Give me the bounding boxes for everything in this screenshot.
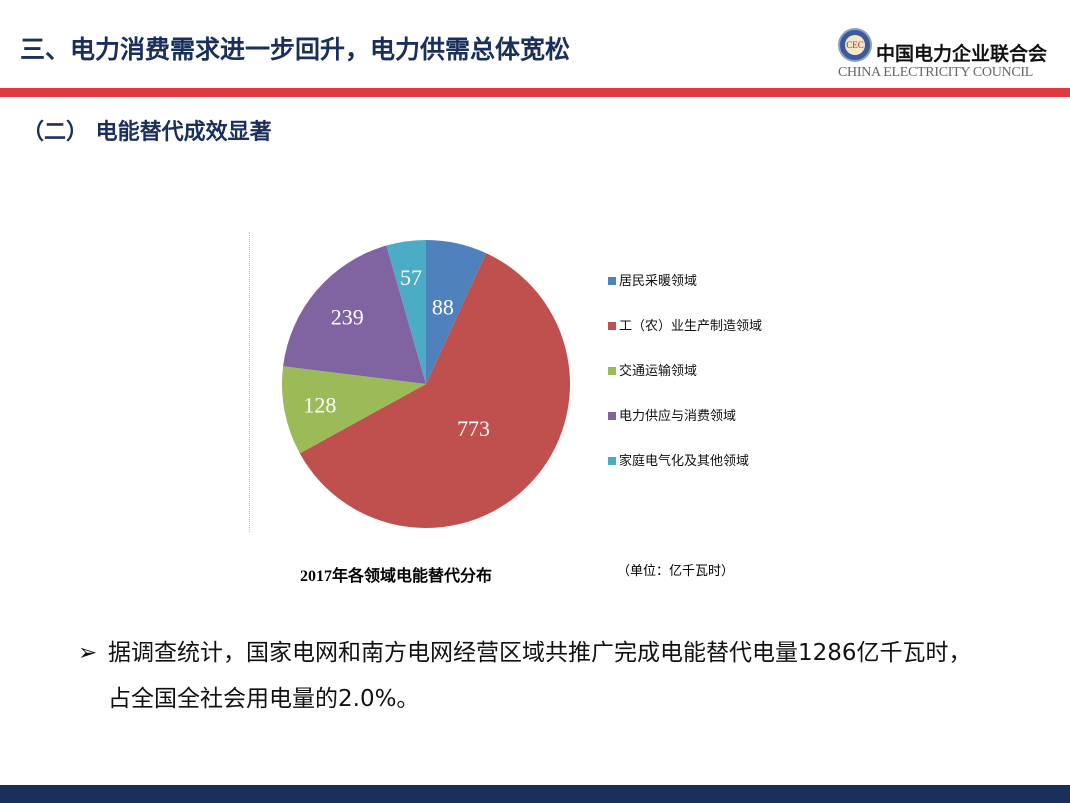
chart-title: 2017年各领域电能替代分布 [300, 568, 493, 585]
chart-border [249, 232, 252, 532]
page-title: 三、电力消费需求进一步回升，电力供需总体宽松 [20, 35, 571, 64]
slice-label: 57 [400, 265, 422, 290]
legend-swatch [608, 322, 616, 330]
legend-label: 工（农）业生产制造领域 [619, 319, 763, 334]
legend-label: 居民采暖领域 [619, 274, 698, 289]
slice-label: 773 [457, 416, 490, 441]
logo-cn: 中国电力企业联合会 [876, 43, 1048, 65]
legend-swatch [608, 367, 616, 375]
legend-item: 电力供应与消费领域 [608, 407, 778, 426]
pie-slice [282, 366, 426, 454]
logo-en: CHINA ELECTRICITY COUNCIL [838, 65, 1033, 80]
legend-item: 居民采暖领域 [608, 272, 778, 291]
legend-swatch [608, 457, 616, 465]
pie-slice [299, 253, 571, 529]
header-divider [0, 88, 1070, 97]
slice-label: 239 [331, 305, 364, 330]
bullet-point: ➢ 据调查统计，国家电网和南方电网经营区域共推广完成电能替代电量1286亿千瓦时… [78, 630, 978, 722]
footer-bar [0, 785, 1070, 803]
legend-label: 家庭电气化及其他领域 [619, 454, 750, 469]
bullet-text: 据调查统计，国家电网和南方电网经营区域共推广完成电能替代电量1286亿千瓦时，占… [108, 640, 972, 712]
legend-item: 家庭电气化及其他领域 [608, 452, 778, 471]
legend-item: 交通运输领域 [608, 362, 778, 381]
pie-slice [386, 240, 426, 384]
legend-swatch [608, 277, 616, 285]
logo: CEC 中国电力企业联合会 CHINA ELECTRICITY COUNCIL [838, 28, 1063, 83]
slice-label: 88 [432, 295, 454, 320]
legend-label: 交通运输领域 [619, 364, 698, 379]
slice-label: 128 [303, 392, 336, 417]
pie-slice [283, 245, 426, 384]
legend-label: 电力供应与消费领域 [619, 409, 737, 424]
chart-unit: （单位：亿千瓦时） [617, 564, 735, 579]
cec-seal-icon: CEC [838, 28, 872, 62]
arrow-bullet-icon: ➢ [78, 640, 98, 666]
legend-item: 工（农）业生产制造领域 [608, 317, 768, 336]
legend-swatch [608, 412, 616, 420]
pie-slice [426, 240, 487, 384]
section-subtitle: （二） 电能替代成效显著 [22, 120, 272, 145]
